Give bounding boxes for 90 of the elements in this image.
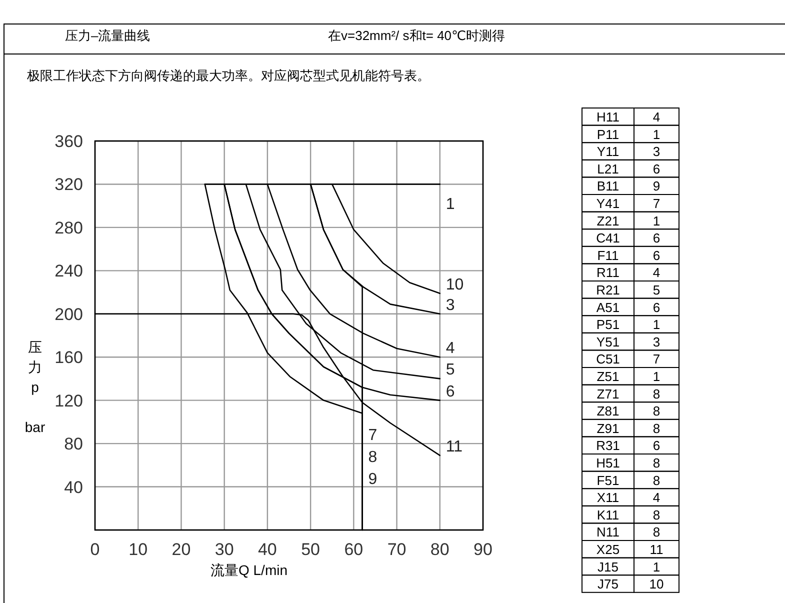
- text: J75: [598, 576, 618, 592]
- series-label: 9: [368, 471, 378, 488]
- text: 3: [652, 144, 660, 160]
- x-tick-label: 30: [214, 540, 234, 559]
- text: 3: [652, 334, 660, 350]
- text: H11: [596, 110, 620, 124]
- x-tick-label: 40: [258, 540, 277, 559]
- series-label: 10: [446, 276, 464, 294]
- text: 1: [652, 559, 660, 574]
- text: H51: [596, 456, 620, 470]
- x-tick-label: 0: [90, 540, 100, 559]
- x-tick-label: 10: [128, 540, 148, 559]
- text: 1: [652, 369, 660, 384]
- text: Z51: [596, 369, 620, 384]
- text: C51: [596, 352, 620, 367]
- text: Y41: [596, 196, 620, 211]
- text: 4: [652, 490, 660, 506]
- text: Z71: [596, 386, 620, 402]
- x-tick-label: 20: [172, 540, 191, 559]
- text: C41: [596, 230, 620, 246]
- chart-title: 压力–流量曲线: [65, 28, 150, 43]
- text: 8: [652, 472, 660, 488]
- series-label: 3: [446, 296, 455, 314]
- text: 极限工作状态下方向阀传递的最大功率。对应阀芯型式见机能符号表。: [26, 68, 430, 83]
- x-tick-label: 70: [387, 540, 406, 559]
- series-label: 7: [368, 427, 378, 444]
- text: 压力 p bar: [24, 339, 46, 435]
- text: 8: [652, 386, 660, 402]
- text: 9: [652, 178, 660, 194]
- x-tick-label: 60: [344, 540, 364, 559]
- text: J15: [598, 559, 618, 574]
- text: 4: [652, 110, 660, 124]
- series-label: 6: [446, 383, 455, 400]
- text: 5: [652, 282, 660, 298]
- text: A51: [596, 300, 620, 315]
- text: K11: [596, 507, 620, 522]
- y-tick-label: 240: [54, 262, 83, 281]
- text: Z21: [596, 213, 620, 228]
- text: 1: [652, 317, 660, 332]
- text: R11: [596, 265, 620, 280]
- text: 8: [652, 404, 660, 419]
- text: 11: [650, 542, 664, 557]
- text: B11: [596, 178, 620, 194]
- text: 10: [649, 576, 664, 592]
- text: Y11: [596, 144, 620, 160]
- y-tick-label: 80: [64, 434, 83, 454]
- text: P51: [596, 317, 620, 332]
- y-tick-label: 40: [64, 478, 83, 497]
- text: 7: [652, 196, 660, 211]
- series-label: 1: [446, 196, 455, 214]
- text: 8: [652, 420, 660, 436]
- text: 4: [652, 265, 660, 280]
- text: L21: [597, 161, 619, 176]
- text: 6: [652, 300, 660, 315]
- text: R21: [596, 282, 620, 298]
- text: F11: [597, 248, 619, 263]
- series-label: 11: [446, 438, 463, 456]
- x-tick-label: 80: [430, 540, 450, 559]
- y-tick-label: 200: [54, 304, 83, 324]
- x-axis-title: 流量Q L/min: [210, 562, 288, 578]
- text: Y51: [596, 334, 620, 350]
- text: 6: [652, 161, 660, 176]
- text: R31: [596, 438, 620, 454]
- y-tick-label: 320: [54, 175, 83, 194]
- text: 1: [652, 126, 660, 142]
- x-tick-label: 50: [301, 540, 320, 559]
- text: P11: [596, 126, 620, 142]
- text: Z81: [596, 404, 620, 419]
- text: 8: [652, 456, 660, 470]
- text: 8: [652, 524, 660, 540]
- y-tick-label: 120: [54, 391, 83, 410]
- text: X25: [596, 542, 620, 557]
- text: X11: [596, 490, 620, 506]
- text: 7: [652, 352, 660, 367]
- text: 8: [652, 507, 660, 522]
- text: 6: [652, 438, 660, 454]
- chart-subtitle: 在v=32mm²/ s和t= 40℃时测得: [328, 28, 506, 43]
- series-label: 5: [446, 362, 455, 379]
- text: N11: [596, 524, 620, 540]
- text: F51: [596, 472, 620, 488]
- x-tick-label: 90: [474, 540, 492, 559]
- series-label: 8: [368, 449, 378, 466]
- series-label: 4: [446, 340, 455, 358]
- y-tick-label: 160: [54, 348, 83, 368]
- y-tick-label: 280: [54, 218, 83, 238]
- text: 1: [652, 213, 660, 228]
- text: 6: [652, 230, 660, 246]
- y-tick-label: 360: [54, 132, 83, 151]
- text: 6: [652, 248, 660, 263]
- text: Z91: [596, 420, 620, 436]
